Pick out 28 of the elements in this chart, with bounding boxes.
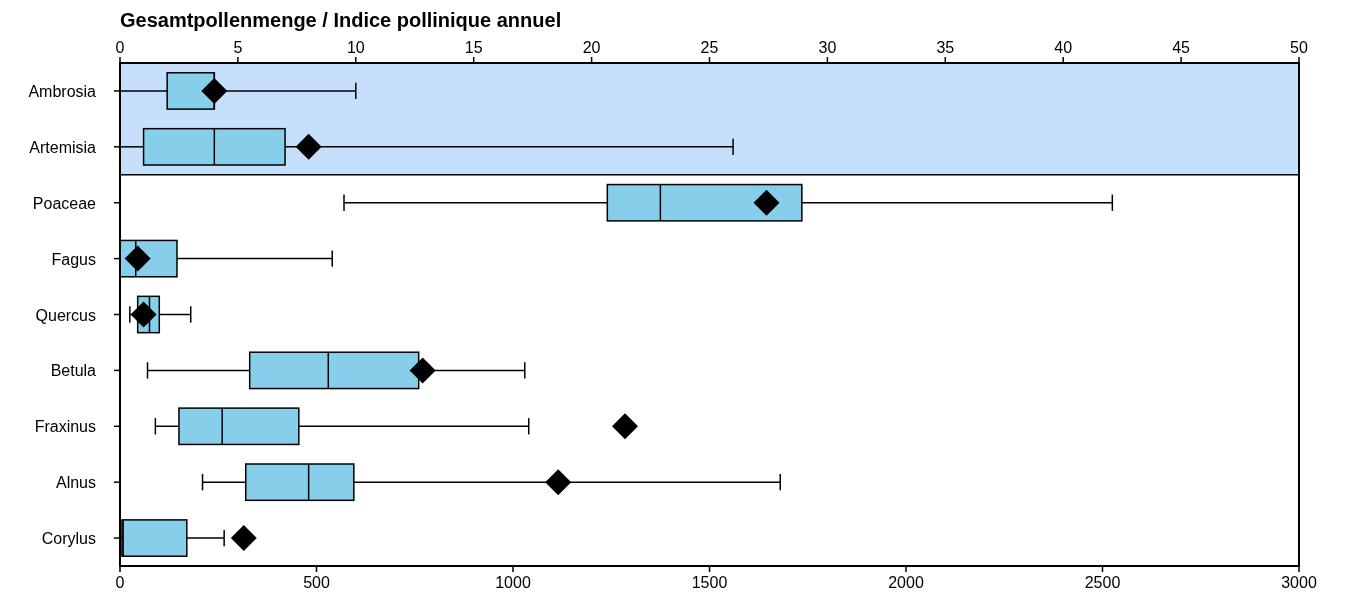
y-tick-label: Fagus — [51, 250, 96, 268]
y-tick-label: Artemisia — [29, 138, 97, 156]
chart-title: Gesamtpollenmenge / Indice pollinique annuel — [120, 9, 562, 31]
x2-tick-label: 10 — [346, 39, 365, 56]
y-tick-label: Alnus — [55, 474, 96, 492]
x-tick-label: 0 — [115, 574, 125, 591]
y-tick-label: Corylus — [41, 530, 96, 548]
y-tick-label: Fraxinus — [34, 418, 96, 436]
x-tick-label: 1500 — [691, 574, 728, 591]
x-tick-label: 1000 — [495, 574, 531, 591]
x2-tick-label: 15 — [464, 39, 483, 56]
x-tick-label: 500 — [303, 574, 330, 591]
y-tick-label: Poaceae — [32, 194, 97, 212]
x-tick-label: 2000 — [888, 574, 924, 591]
y-tick-label: Ambrosia — [28, 82, 97, 100]
x2-tick-label: 20 — [582, 39, 601, 56]
x2-tick-label: 0 — [115, 39, 125, 56]
x-tick-label: 3000 — [1281, 574, 1317, 591]
y-tick-label: Betula — [50, 362, 97, 380]
y-tick-label: Quercus — [35, 306, 96, 324]
x2-tick-label: 50 — [1290, 39, 1308, 56]
x2-tick-label: 40 — [1054, 39, 1073, 56]
x2-tick-label: 35 — [936, 39, 955, 56]
x2-tick-label: 5 — [233, 39, 243, 56]
x2-tick-label: 45 — [1172, 39, 1191, 56]
x2-tick-label: 30 — [818, 39, 837, 56]
x-tick-label: 2500 — [1084, 574, 1121, 591]
x2-tick-label: 25 — [700, 39, 719, 56]
